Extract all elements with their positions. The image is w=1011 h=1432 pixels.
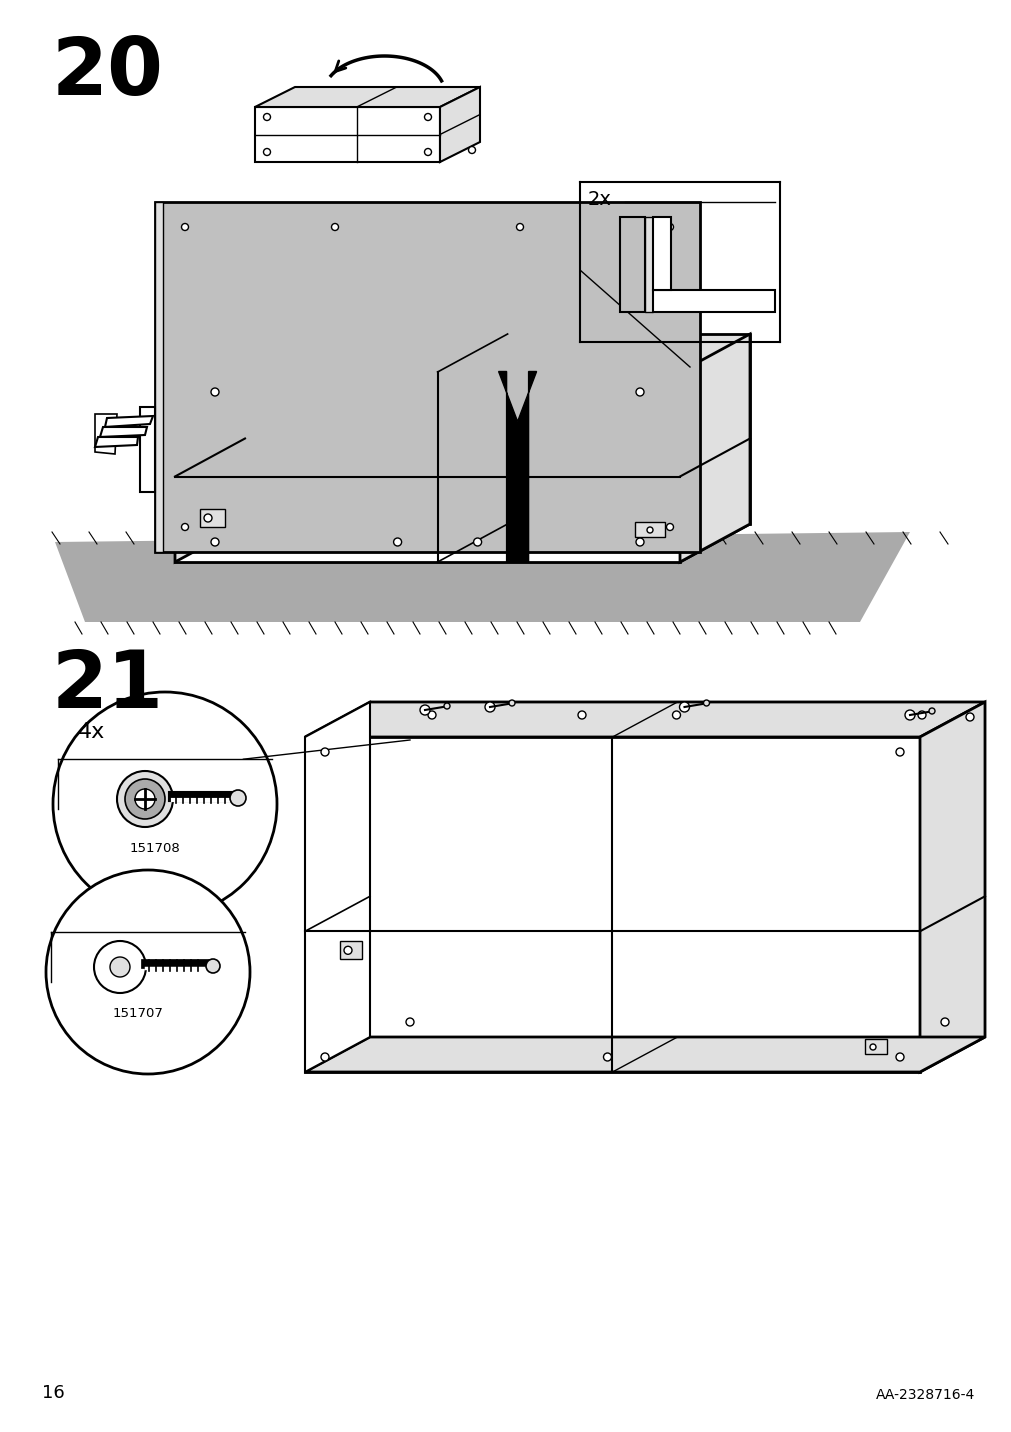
Polygon shape (200, 508, 224, 527)
Polygon shape (95, 414, 117, 454)
Circle shape (424, 113, 431, 120)
Polygon shape (175, 372, 679, 561)
Polygon shape (652, 218, 670, 291)
Text: 151708: 151708 (129, 842, 180, 855)
Circle shape (134, 789, 155, 809)
Circle shape (917, 712, 925, 719)
Polygon shape (105, 417, 153, 427)
Polygon shape (55, 533, 909, 621)
Circle shape (204, 514, 211, 523)
Circle shape (94, 941, 146, 992)
Polygon shape (652, 291, 774, 312)
Polygon shape (620, 218, 644, 312)
Circle shape (393, 538, 401, 546)
Polygon shape (634, 523, 664, 537)
Polygon shape (140, 407, 155, 491)
Polygon shape (175, 334, 245, 561)
Polygon shape (370, 702, 984, 1037)
Text: 151707: 151707 (112, 1007, 163, 1020)
Text: 21: 21 (52, 647, 164, 725)
Circle shape (703, 700, 709, 706)
Circle shape (666, 223, 673, 231)
Polygon shape (255, 107, 440, 162)
Circle shape (125, 779, 165, 819)
Circle shape (320, 1053, 329, 1061)
Circle shape (110, 957, 129, 977)
Circle shape (577, 712, 585, 719)
Circle shape (928, 707, 934, 715)
Circle shape (635, 388, 643, 397)
Circle shape (468, 146, 475, 153)
Polygon shape (864, 1040, 886, 1054)
Circle shape (424, 149, 431, 156)
Polygon shape (644, 218, 652, 312)
Circle shape (904, 710, 914, 720)
Circle shape (45, 871, 250, 1074)
Polygon shape (304, 702, 370, 1073)
Circle shape (444, 703, 450, 709)
Circle shape (672, 712, 679, 719)
Circle shape (53, 692, 277, 916)
Polygon shape (155, 202, 700, 551)
Circle shape (181, 524, 188, 530)
Polygon shape (919, 702, 984, 1073)
Circle shape (206, 959, 219, 972)
Circle shape (940, 1018, 948, 1025)
Polygon shape (340, 941, 362, 959)
Circle shape (869, 1044, 876, 1050)
Circle shape (473, 538, 481, 546)
Polygon shape (245, 334, 749, 524)
Circle shape (229, 790, 246, 806)
Polygon shape (440, 87, 479, 162)
Circle shape (210, 538, 218, 546)
Circle shape (320, 748, 329, 756)
Text: 2x: 2x (587, 190, 612, 209)
Circle shape (484, 702, 494, 712)
Circle shape (516, 223, 523, 231)
Circle shape (263, 149, 270, 156)
Circle shape (332, 223, 338, 231)
Circle shape (603, 1053, 611, 1061)
Polygon shape (304, 1037, 984, 1073)
Polygon shape (304, 702, 984, 737)
Polygon shape (95, 437, 137, 447)
Circle shape (678, 702, 688, 712)
Polygon shape (155, 202, 163, 551)
Polygon shape (498, 371, 536, 561)
Circle shape (509, 700, 515, 706)
Circle shape (420, 705, 430, 715)
Circle shape (210, 388, 218, 397)
Circle shape (646, 527, 652, 533)
Circle shape (895, 748, 903, 756)
Circle shape (635, 538, 643, 546)
Polygon shape (679, 334, 749, 561)
Polygon shape (304, 737, 919, 1073)
Circle shape (405, 1018, 413, 1025)
Polygon shape (175, 524, 749, 561)
Circle shape (344, 947, 352, 954)
Polygon shape (100, 427, 147, 437)
Text: 20: 20 (52, 34, 164, 112)
Circle shape (263, 113, 270, 120)
Circle shape (895, 1053, 903, 1061)
Text: 16: 16 (42, 1383, 65, 1402)
Circle shape (181, 223, 188, 231)
Circle shape (428, 712, 436, 719)
Circle shape (117, 770, 173, 828)
Polygon shape (255, 87, 479, 107)
Text: AA-2328716-4: AA-2328716-4 (875, 1388, 974, 1402)
Text: 4x: 4x (78, 722, 105, 742)
Circle shape (666, 524, 673, 530)
Circle shape (966, 713, 973, 720)
